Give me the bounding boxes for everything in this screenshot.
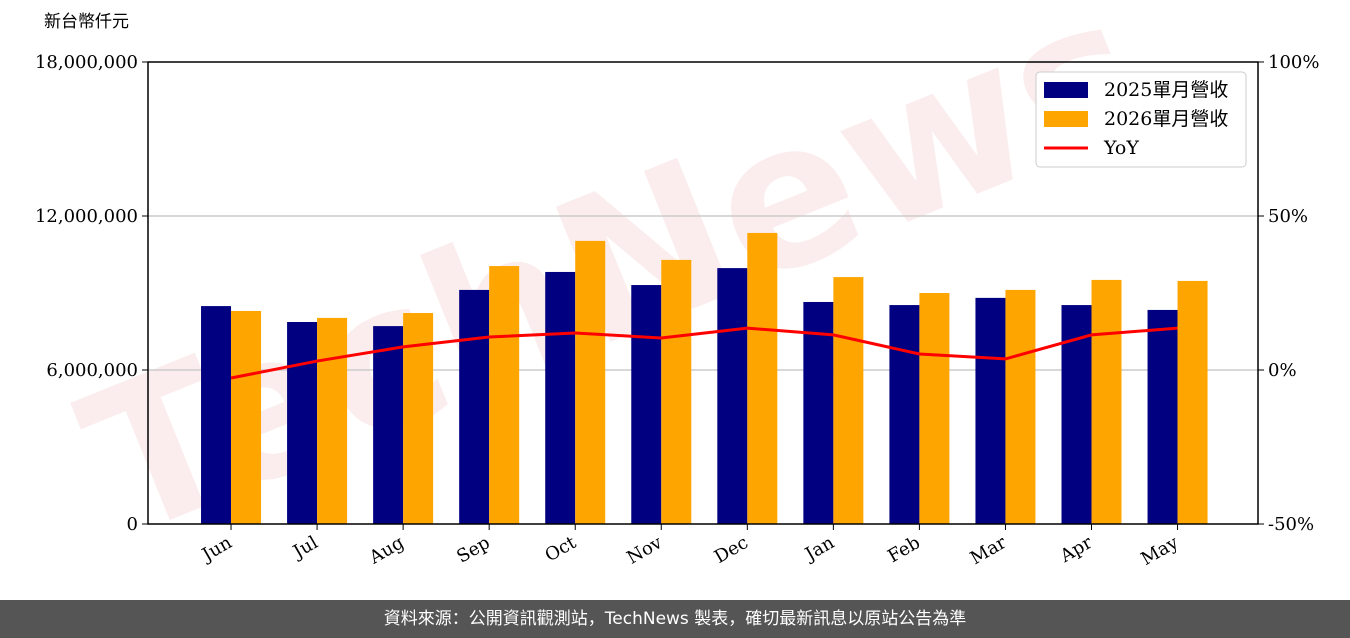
x-tick-label: Sep <box>453 532 493 567</box>
bar <box>661 259 692 524</box>
bar <box>717 268 748 524</box>
bar <box>803 301 834 524</box>
bar <box>575 240 606 524</box>
x-tick-label: Oct <box>541 532 580 567</box>
footer: 資料來源：公開資訊觀測站，TechNews 製表，確切最新訊息以原站公告為準 <box>0 600 1350 638</box>
bar <box>919 293 950 524</box>
legend-label: YoY <box>1103 137 1139 159</box>
x-tick-label: Jul <box>288 532 322 564</box>
bar <box>287 322 318 524</box>
x-tick-label: Mar <box>967 532 1011 569</box>
y-tick-label: 12,000,000 <box>35 206 138 227</box>
bar <box>631 285 662 524</box>
legend-swatch <box>1044 111 1088 127</box>
y2-tick-label: 50% <box>1268 206 1308 227</box>
y-tick-label: 0 <box>127 514 138 535</box>
x-tick-label: Nov <box>623 532 666 569</box>
chart: 新台幣仟元 TechNews06,000,00012,000,00018,000… <box>35 0 1320 583</box>
bar <box>317 317 348 524</box>
y2-tick-label: -50% <box>1268 514 1314 535</box>
bar <box>1091 279 1122 524</box>
legend-box <box>1035 71 1247 168</box>
bar <box>1005 289 1036 524</box>
x-tick-label: Feb <box>884 532 924 567</box>
x-tick-label: Dec <box>711 532 752 568</box>
bar <box>403 313 434 524</box>
bar <box>489 266 520 524</box>
legend-label: 2026單月營收 <box>1104 108 1228 130</box>
legend-swatch <box>1044 82 1088 98</box>
bar <box>459 289 490 524</box>
y-tick-label: 18,000,000 <box>35 52 138 73</box>
x-tick-label: May <box>1137 532 1182 570</box>
x-tick-label: Apr <box>1056 532 1096 567</box>
yoy-line <box>230 326 1178 380</box>
plot-frame <box>147 61 1259 525</box>
y-tick-label: 6,000,000 <box>46 360 138 381</box>
bar <box>373 326 404 524</box>
bar <box>1177 280 1208 524</box>
bar <box>201 306 232 524</box>
y-axis-label: 新台幣仟元 <box>44 12 129 32</box>
y2-tick-label: 100% <box>1268 52 1319 73</box>
x-tick-label: Jan <box>800 532 838 566</box>
bar <box>231 310 262 524</box>
bar <box>747 232 778 524</box>
bar <box>545 271 576 524</box>
bar <box>975 297 1006 524</box>
x-tick-label: Aug <box>365 532 408 569</box>
bar <box>889 305 920 524</box>
bar <box>833 277 864 524</box>
bar <box>1147 309 1178 524</box>
legend-label: 2025單月營收 <box>1104 79 1228 101</box>
y2-tick-label: 0% <box>1268 360 1297 381</box>
